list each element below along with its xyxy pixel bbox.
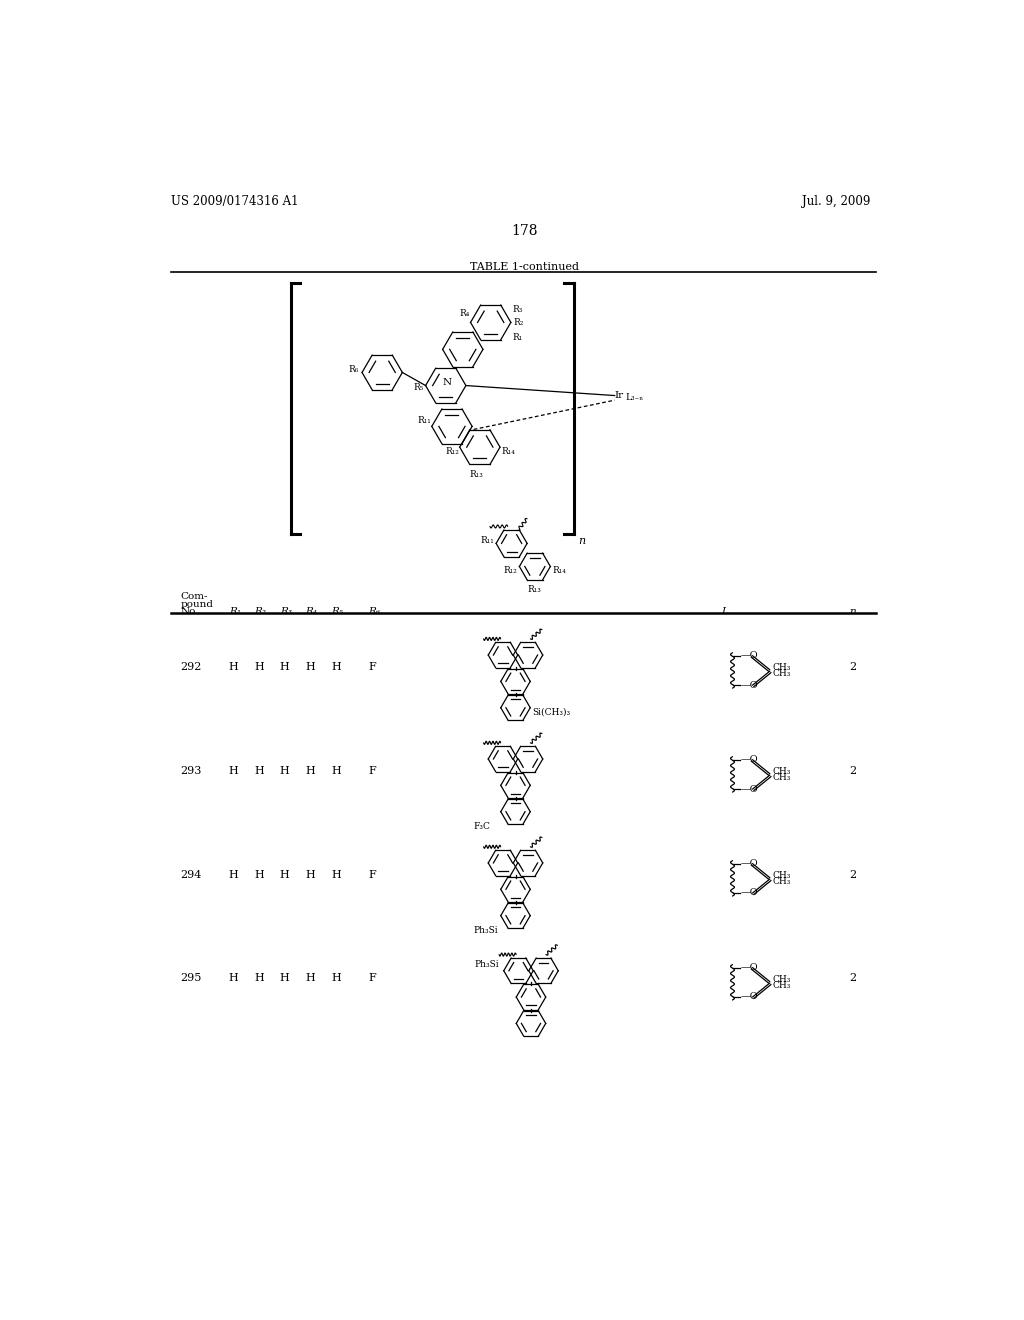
Text: F: F [369, 973, 376, 983]
Text: —O: —O [740, 755, 758, 764]
Text: H: H [254, 973, 264, 983]
Text: —O: —O [740, 859, 758, 869]
Text: R₄: R₄ [305, 607, 317, 616]
Text: CH₃: CH₃ [772, 871, 791, 880]
Text: R₁₄: R₁₄ [502, 447, 515, 457]
Text: H: H [331, 661, 341, 672]
Text: R₁₂: R₁₂ [445, 447, 460, 457]
Text: R₂: R₂ [514, 318, 524, 327]
Text: H: H [228, 766, 239, 776]
Text: CH₃: CH₃ [772, 975, 791, 983]
Text: R₆: R₆ [348, 364, 358, 374]
Text: pound: pound [180, 599, 214, 609]
Text: CH₃: CH₃ [772, 669, 791, 678]
Text: R₄: R₄ [460, 309, 470, 318]
Text: n: n [849, 607, 856, 616]
Text: R₆: R₆ [369, 607, 380, 616]
Text: 2: 2 [849, 870, 856, 879]
Text: R₁: R₁ [228, 607, 241, 616]
Text: TABLE 1-continued: TABLE 1-continued [470, 263, 580, 272]
Text: Ir: Ir [614, 391, 624, 400]
Text: Ph₃Si: Ph₃Si [474, 960, 499, 969]
Text: H: H [228, 973, 239, 983]
Text: Si(CH₃)₃: Si(CH₃)₃ [531, 708, 570, 715]
Text: F: F [369, 870, 376, 879]
Text: F: F [369, 661, 376, 672]
Text: R₅: R₅ [331, 607, 343, 616]
Text: H: H [228, 870, 239, 879]
Text: F: F [369, 766, 376, 776]
Text: F₃C: F₃C [474, 822, 490, 832]
Text: R₁₃: R₁₃ [528, 585, 542, 594]
Text: R₁₃: R₁₃ [470, 470, 483, 479]
Text: CH₃: CH₃ [772, 767, 791, 776]
Text: R₂: R₂ [254, 607, 266, 616]
Text: H: H [331, 973, 341, 983]
Text: CH₃: CH₃ [772, 663, 791, 672]
Text: H: H [254, 661, 264, 672]
Text: 178: 178 [512, 224, 538, 238]
Text: n: n [579, 536, 586, 545]
Text: US 2009/0174316 A1: US 2009/0174316 A1 [171, 195, 298, 209]
Text: CH₃: CH₃ [772, 876, 791, 886]
Text: H: H [254, 870, 264, 879]
Text: H: H [280, 973, 290, 983]
Text: —O: —O [740, 681, 758, 689]
Text: R₁₁: R₁₁ [418, 416, 431, 425]
Text: 2: 2 [849, 661, 856, 672]
Text: 2: 2 [849, 973, 856, 983]
Text: H: H [331, 766, 341, 776]
Text: Ph₃Si: Ph₃Si [474, 927, 499, 936]
Text: R₁₂: R₁₂ [504, 566, 518, 574]
Text: H: H [305, 870, 315, 879]
Text: H: H [305, 661, 315, 672]
Text: R₁: R₁ [512, 333, 522, 342]
Text: H: H [280, 661, 290, 672]
Text: R₃: R₃ [280, 607, 292, 616]
Text: H: H [280, 870, 290, 879]
Text: H: H [331, 870, 341, 879]
Text: 2: 2 [849, 766, 856, 776]
Text: H: H [305, 973, 315, 983]
Text: N: N [442, 378, 452, 387]
Text: R₃: R₃ [512, 305, 523, 314]
Text: No.: No. [180, 607, 200, 616]
Text: R₅: R₅ [414, 383, 424, 392]
Text: —O: —O [740, 784, 758, 793]
Text: —O: —O [740, 993, 758, 1002]
Text: 293: 293 [180, 766, 202, 776]
Text: R₁₁: R₁₁ [480, 536, 495, 545]
Text: CH₃: CH₃ [772, 981, 791, 990]
Text: —O: —O [740, 651, 758, 660]
Text: H: H [228, 661, 239, 672]
Text: —O: —O [740, 888, 758, 898]
Text: Jul. 9, 2009: Jul. 9, 2009 [802, 195, 870, 209]
Text: H: H [254, 766, 264, 776]
Text: L₃₋ₙ: L₃₋ₙ [626, 392, 644, 401]
Text: 294: 294 [180, 870, 202, 879]
Text: H: H [305, 766, 315, 776]
Text: H: H [280, 766, 290, 776]
Text: Com-: Com- [180, 591, 208, 601]
Text: —O: —O [740, 964, 758, 972]
Text: 292: 292 [180, 661, 202, 672]
Text: R₁₄: R₁₄ [553, 566, 566, 574]
Text: 295: 295 [180, 973, 202, 983]
Text: L: L [721, 607, 728, 616]
Text: CH₃: CH₃ [772, 774, 791, 781]
